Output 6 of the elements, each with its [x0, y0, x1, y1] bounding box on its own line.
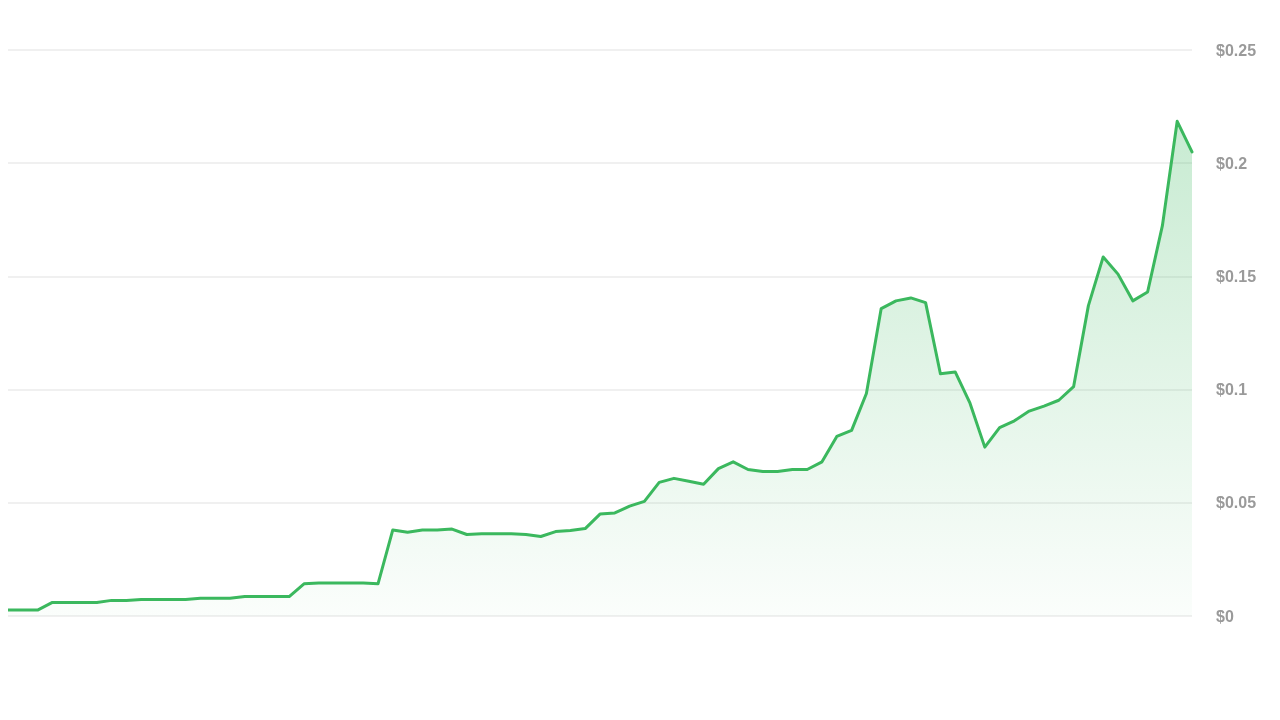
y-tick-label: $0.2: [1216, 154, 1248, 172]
y-tick-label: $0: [1216, 607, 1234, 625]
y-tick-label: $0.15: [1216, 267, 1257, 285]
y-tick-label: $0.25: [1216, 41, 1257, 59]
y-tick-label: $0.05: [1216, 494, 1257, 512]
y-tick-label: $0.1: [1216, 381, 1248, 399]
